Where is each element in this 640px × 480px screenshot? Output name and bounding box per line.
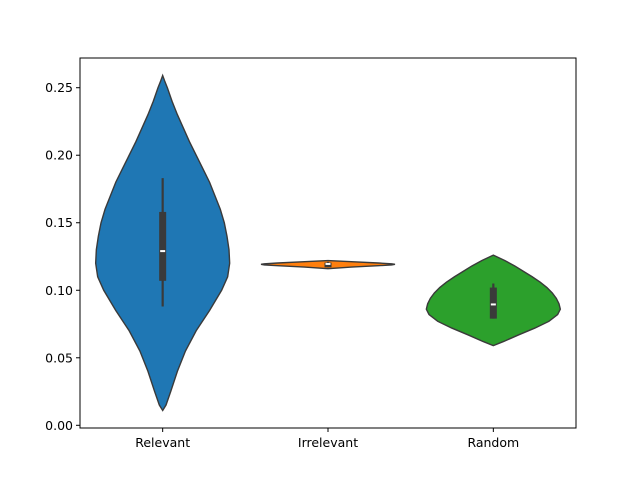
y-tick-label: 0.05 [45,350,73,365]
y-tick-label: 0.00 [45,418,73,433]
median-marker-relevant [160,250,166,253]
violins-group [94,73,562,412]
violin-random [425,254,562,347]
x-axis: Relevant Irrelevant Random [135,428,519,450]
y-tick-label: 0.15 [45,215,73,230]
iqr-box-relevant [159,211,167,281]
x-tick-label-random: Random [467,435,519,450]
y-tick-label: 0.20 [45,148,73,163]
violin-irrelevant [260,259,396,270]
median-marker-random [490,303,496,306]
median-marker-irrelevant [325,262,331,265]
iqr-box-random [489,287,497,319]
iqr-box-irrelevant [324,262,332,268]
y-tick-label: 0.25 [45,80,73,95]
x-tick-label-relevant: Relevant [135,435,190,450]
violin-relevant [94,73,231,412]
y-tick-label: 0.10 [45,283,73,298]
x-tick-label-irrelevant: Irrelevant [298,435,358,450]
y-axis: 0.00 0.05 0.10 0.15 0.20 0.25 [45,80,80,433]
